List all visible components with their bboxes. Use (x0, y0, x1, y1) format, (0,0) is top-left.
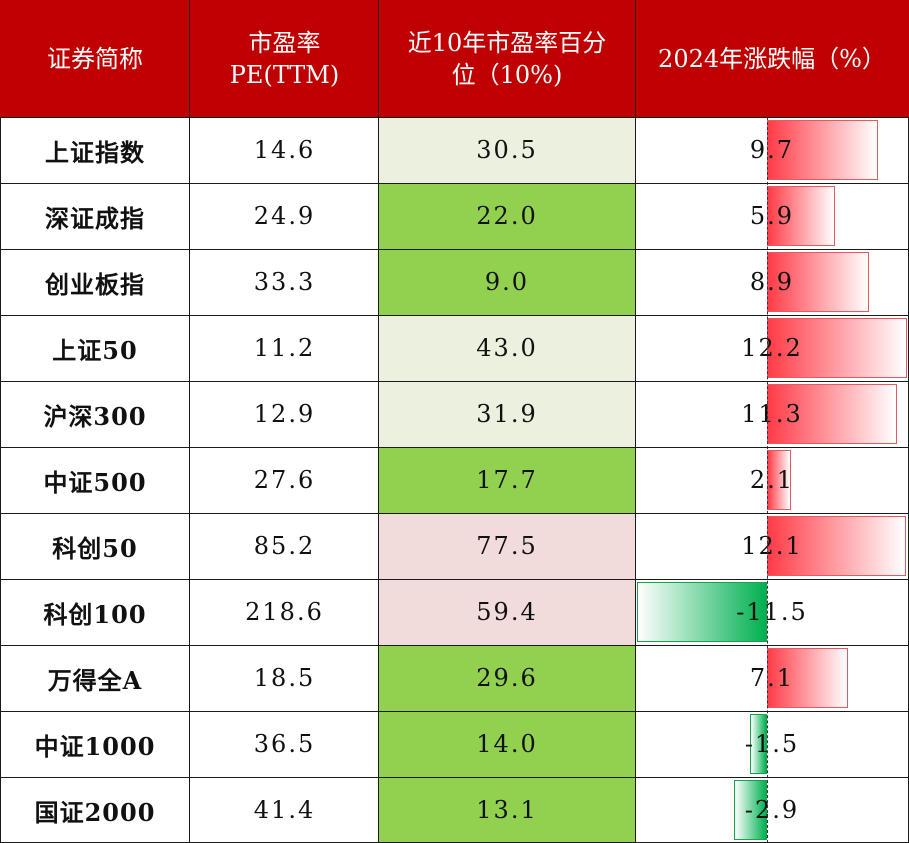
pe-value: 41.4 (253, 796, 316, 824)
header-name: 证券简称 (0, 0, 190, 117)
change-value: 7.1 (749, 664, 795, 692)
table-row: 29.6 万得全A 18.5 7.1 (0, 645, 909, 711)
pe-value: 14.6 (253, 136, 316, 164)
row-divider (0, 117, 909, 118)
percentile-value: 31.9 (379, 381, 635, 447)
row-divider (0, 645, 909, 646)
index-name: 深证成指 (45, 203, 145, 233)
index-name: 中证500 (43, 467, 147, 497)
table-border (0, 117, 1, 843)
change-bar-positive (767, 516, 906, 576)
change-bar-negative (734, 780, 767, 840)
pe-value: 33.3 (253, 268, 316, 296)
change-value: 12.2 (741, 334, 803, 362)
row-divider (0, 579, 909, 580)
percentile-value: 14.0 (379, 711, 635, 777)
change-bar-negative (750, 714, 767, 774)
change-value: -11.5 (736, 598, 808, 626)
header-percentile: 近10年市盈率百分 位（10%) (379, 0, 635, 117)
table-row: 77.5 科创50 85.2 12.1 (0, 513, 909, 579)
index-name: 创业板指 (45, 269, 145, 299)
index-name: 科创50 (52, 533, 138, 563)
change-bar-positive (767, 186, 835, 246)
row-divider (0, 777, 909, 778)
table-header: 证券简称 市盈率 PE(TTM) 近10年市盈率百分 位（10%) 2024年涨… (0, 0, 909, 117)
table-row: 9.0 创业板指 33.3 8.9 (0, 249, 909, 315)
row-divider (0, 183, 909, 184)
row-divider (0, 381, 909, 382)
change-value: 9.7 (749, 136, 795, 164)
row-divider (0, 711, 909, 712)
change-bar-positive (767, 384, 897, 444)
index-name: 上证指数 (45, 137, 145, 167)
header-pe-line2: PE(TTM) (229, 60, 340, 89)
row-divider (0, 315, 909, 316)
change-value: -2.9 (744, 796, 800, 824)
percentile-value: 43.0 (379, 315, 635, 381)
index-name: 国证2000 (34, 797, 156, 827)
percentile-value: 30.5 (379, 117, 635, 183)
column-divider (189, 0, 190, 843)
table-row: 14.0 中证1000 36.5 -1.5 (0, 711, 909, 777)
table-row: 30.5 上证指数 14.6 9.7 (0, 117, 909, 183)
index-name: 沪深300 (43, 401, 147, 431)
column-divider (378, 0, 379, 843)
change-value: 5.9 (749, 202, 795, 230)
change-value: 12.1 (741, 532, 803, 560)
table-row: 59.4 科创100 218.6 -11.5 (0, 579, 909, 645)
change-bar-positive (767, 318, 907, 378)
pe-value: 24.9 (253, 202, 316, 230)
table-row: 31.9 沪深300 12.9 11.3 (0, 381, 909, 447)
change-bar-negative (637, 582, 767, 642)
pe-value: 85.2 (253, 532, 316, 560)
header-change-label: 2024年涨跌幅（%） (658, 44, 886, 73)
percentile-value: 17.7 (379, 447, 635, 513)
change-bar-positive (767, 252, 869, 312)
header-percentile-line2: 位（10%) (451, 60, 563, 89)
percentile-value: 9.0 (379, 249, 635, 315)
pe-value: 12.9 (253, 400, 316, 428)
row-divider (0, 447, 909, 448)
pe-value: 36.5 (253, 730, 316, 758)
change-value: 2.1 (749, 466, 795, 494)
percentile-value: 22.0 (379, 183, 635, 249)
header-percentile-line1: 近10年市盈率百分 (407, 28, 607, 57)
index-name: 科创100 (43, 599, 147, 629)
header-pe: 市盈率 PE(TTM) (190, 0, 379, 117)
header-change: 2024年涨跌幅（%） (635, 0, 909, 117)
percentile-value: 59.4 (379, 579, 635, 645)
index-name: 中证1000 (34, 731, 156, 761)
header-name-label: 证券简称 (47, 44, 143, 73)
change-value: 8.9 (749, 268, 795, 296)
percentile-value: 29.6 (379, 645, 635, 711)
percentile-value: 77.5 (379, 513, 635, 579)
pe-value: 11.2 (253, 334, 316, 362)
header-pe-line1: 市盈率 (248, 28, 321, 57)
column-divider (635, 0, 636, 843)
bar-zero-axis (767, 117, 768, 843)
change-bar-positive (767, 648, 848, 708)
pe-value: 218.6 (245, 598, 324, 626)
table-row: 22.0 深证成指 24.9 5.9 (0, 183, 909, 249)
table-row: 17.7 中证500 27.6 2.1 (0, 447, 909, 513)
row-divider (0, 513, 909, 514)
change-value: -1.5 (744, 730, 800, 758)
index-name: 上证50 (52, 335, 138, 365)
percentile-value: 13.1 (379, 777, 635, 843)
index-name: 万得全A (47, 665, 143, 695)
pe-value: 27.6 (253, 466, 316, 494)
pe-value: 18.5 (253, 664, 316, 692)
table-row: 13.1 国证2000 41.4 -2.9 (0, 777, 909, 843)
table-row: 43.0 上证50 11.2 12.2 (0, 315, 909, 381)
row-divider (0, 249, 909, 250)
change-value: 11.3 (741, 400, 803, 428)
